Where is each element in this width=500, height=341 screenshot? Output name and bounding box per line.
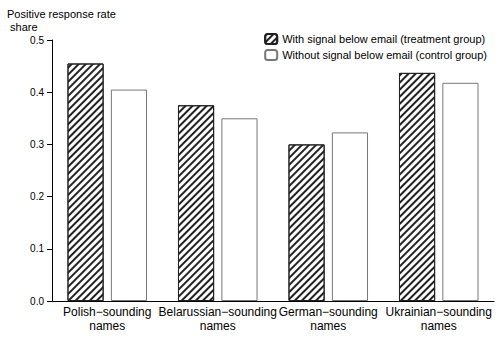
- svg-text:names: names: [310, 319, 346, 333]
- svg-text:Belarussian−sounding: Belarussian−sounding: [159, 305, 277, 319]
- svg-text:names: names: [421, 319, 457, 333]
- svg-text:Positive response rate: Positive response rate: [7, 8, 116, 20]
- svg-text:names: names: [89, 319, 125, 333]
- svg-text:0.0: 0.0: [30, 296, 44, 307]
- svg-text:0.1: 0.1: [30, 243, 44, 254]
- svg-text:Polish−sounding: Polish−sounding: [63, 305, 151, 319]
- svg-text:share: share: [7, 21, 38, 33]
- svg-text:0.3: 0.3: [30, 139, 44, 150]
- svg-text:Without signal below email (co: Without signal below email (control grou…: [282, 49, 487, 61]
- svg-text:German−sounding: German−sounding: [279, 305, 378, 319]
- svg-text:Ukrainian−sounding: Ukrainian−sounding: [386, 305, 492, 319]
- svg-text:0.2: 0.2: [30, 191, 44, 202]
- svg-text:With signal below email (treat: With signal below email (treatment group…: [282, 33, 485, 45]
- svg-text:names: names: [200, 319, 236, 333]
- svg-text:0.4: 0.4: [30, 87, 44, 98]
- svg-text:0.5: 0.5: [30, 35, 44, 46]
